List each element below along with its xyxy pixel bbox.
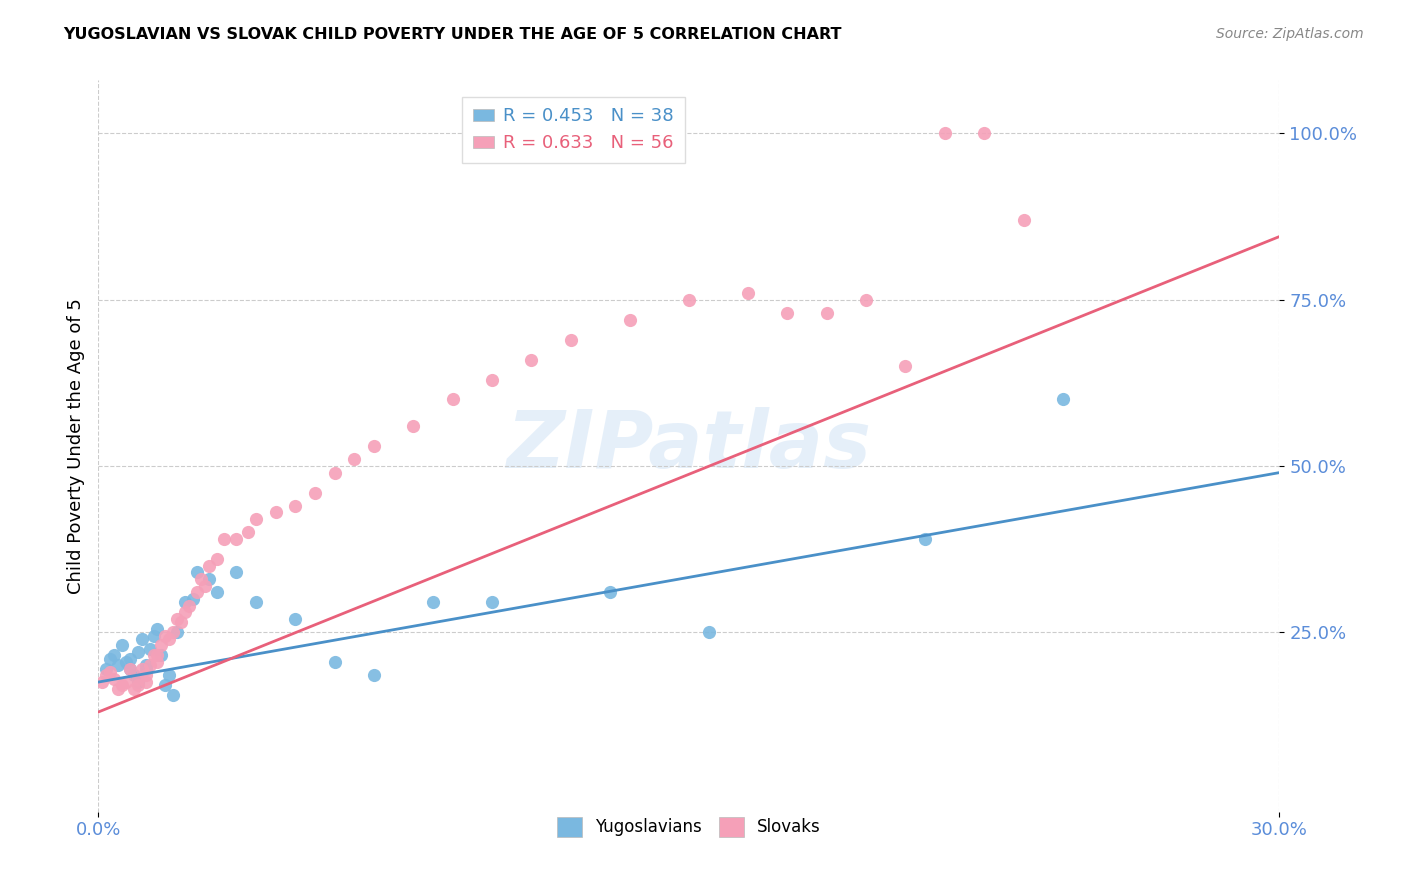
Point [142, 628, 165, 642]
Point [214, 532, 236, 546]
Point [323, 466, 346, 480]
Point [135, 662, 157, 676]
Point [264, 506, 287, 520]
Point [142, 648, 165, 663]
Point [118, 652, 141, 666]
Point [150, 648, 173, 663]
Point [118, 662, 141, 676]
Point [174, 595, 197, 609]
Point [619, 312, 641, 326]
Point [131, 632, 153, 646]
Text: Source: ZipAtlas.com: Source: ZipAtlas.com [1216, 27, 1364, 41]
Point [481, 372, 503, 386]
Point [678, 293, 700, 307]
Y-axis label: Child Poverty Under the Age of 5: Child Poverty Under the Age of 5 [66, 298, 84, 594]
Point [135, 675, 157, 690]
Point [520, 352, 543, 367]
Point [363, 439, 385, 453]
Point [107, 681, 129, 696]
Point [122, 681, 145, 696]
Point [402, 419, 425, 434]
Point [194, 579, 217, 593]
Point [127, 645, 149, 659]
Point [131, 662, 153, 676]
Text: ZIPatlas: ZIPatlas [506, 407, 872, 485]
Point [115, 675, 138, 690]
Point [225, 532, 247, 546]
Point [166, 625, 188, 640]
Point [127, 678, 149, 692]
Point [150, 639, 173, 653]
Point [1052, 392, 1074, 407]
Point [107, 658, 129, 673]
Point [205, 552, 228, 566]
Point [91, 675, 114, 690]
Legend: Yugoslavians, Slovaks: Yugoslavians, Slovaks [550, 810, 828, 844]
Point [98, 652, 121, 666]
Point [197, 572, 219, 586]
Point [181, 591, 204, 606]
Point [815, 306, 838, 320]
Point [855, 293, 877, 307]
Point [776, 306, 799, 320]
Point [914, 532, 936, 546]
Point [441, 392, 464, 407]
Point [245, 595, 267, 609]
Point [934, 127, 956, 141]
Point [323, 655, 346, 669]
Point [170, 615, 193, 630]
Point [284, 499, 307, 513]
Point [245, 512, 267, 526]
Point [138, 658, 160, 673]
Point [197, 558, 219, 573]
Point [177, 599, 200, 613]
Point [363, 668, 385, 682]
Point [174, 605, 197, 619]
Point [205, 585, 228, 599]
Point [146, 622, 169, 636]
Point [98, 665, 121, 679]
Point [697, 625, 720, 640]
Point [135, 668, 157, 682]
Point [146, 655, 169, 669]
Point [236, 525, 259, 540]
Point [343, 452, 366, 467]
Point [157, 632, 180, 646]
Point [96, 668, 118, 682]
Point [103, 672, 125, 686]
Point [1012, 213, 1035, 227]
Point [103, 648, 125, 663]
Point [190, 572, 212, 586]
Point [599, 585, 621, 599]
Point [135, 658, 157, 673]
Point [162, 689, 184, 703]
Point [111, 678, 134, 692]
Point [737, 286, 759, 301]
Text: YUGOSLAVIAN VS SLOVAK CHILD POVERTY UNDER THE AGE OF 5 CORRELATION CHART: YUGOSLAVIAN VS SLOVAK CHILD POVERTY UNDE… [63, 27, 842, 42]
Point [157, 668, 180, 682]
Point [166, 612, 188, 626]
Point [422, 595, 444, 609]
Point [894, 359, 917, 374]
Point [304, 485, 326, 500]
Point [225, 566, 247, 580]
Point [96, 662, 118, 676]
Point [122, 668, 145, 682]
Point [118, 662, 141, 676]
Point [284, 612, 307, 626]
Point [127, 672, 149, 686]
Point [162, 625, 184, 640]
Point [481, 595, 503, 609]
Point [560, 333, 582, 347]
Point [973, 127, 995, 141]
Point [186, 566, 208, 580]
Point [115, 655, 138, 669]
Point [146, 648, 169, 663]
Point [127, 675, 149, 690]
Point [155, 678, 177, 692]
Point [138, 641, 160, 656]
Point [111, 639, 134, 653]
Point [155, 628, 177, 642]
Point [186, 585, 208, 599]
